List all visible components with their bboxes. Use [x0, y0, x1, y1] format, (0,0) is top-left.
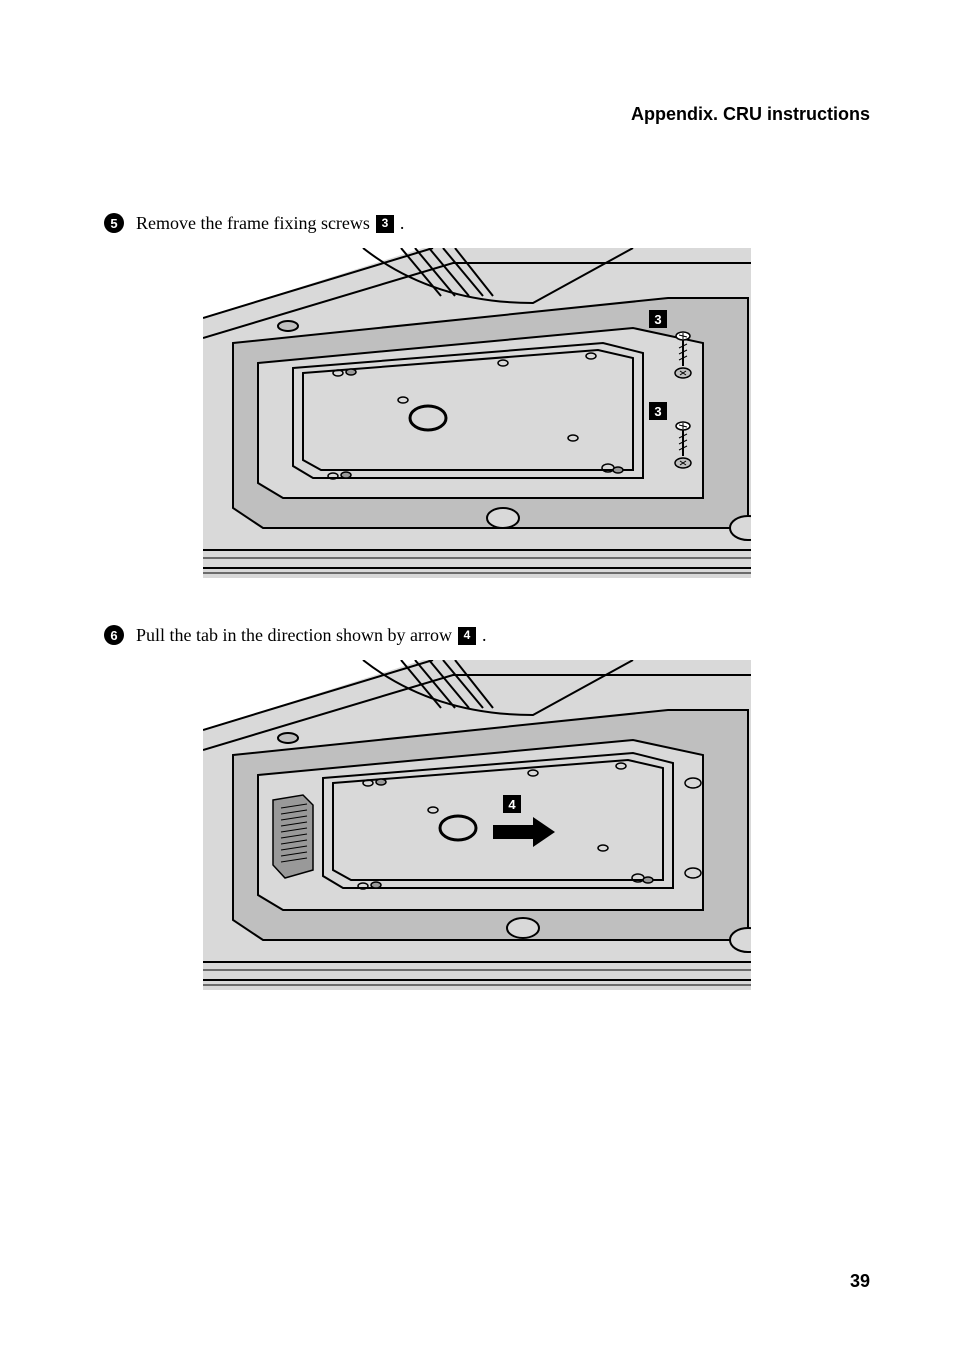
diagram-callout-3b: 3 — [654, 404, 661, 419]
hard-drive-diagram-1-svg: 3 3 — [203, 248, 751, 578]
step-text-after: . — [482, 623, 487, 648]
diagram-hard-drive-screws: 3 3 — [203, 248, 751, 583]
step-text: Pull the tab in the direction shown by a… — [136, 623, 486, 648]
diagram-1-wrap: 3 3 — [84, 248, 870, 583]
step-text-after: . — [400, 211, 405, 236]
step-number-badge: 5 — [104, 213, 124, 233]
step-number-badge: 6 — [104, 625, 124, 645]
diagram-callout-4: 4 — [508, 797, 516, 812]
diagram-2-wrap: 4 — [84, 660, 870, 995]
diagram-hard-drive-slide: 4 — [203, 660, 751, 995]
step-text: Remove the frame fixing screws 3 . — [136, 211, 404, 236]
hard-drive-diagram-2-svg: 4 — [203, 660, 751, 990]
callout-badge-4: 4 — [458, 627, 476, 645]
page-container: Appendix. CRU instructions 5 Remove the … — [0, 0, 954, 1352]
step-text-before: Pull the tab in the direction shown by a… — [136, 623, 452, 648]
header-title: Appendix. CRU instructions — [631, 104, 870, 124]
step-6: 6 Pull the tab in the direction shown by… — [84, 623, 870, 648]
page-number: 39 — [850, 1271, 870, 1292]
drive-connector — [273, 795, 313, 878]
step-text-before: Remove the frame fixing screws — [136, 211, 370, 236]
diagram-callout-3a: 3 — [654, 312, 661, 327]
callout-badge-3: 3 — [376, 215, 394, 233]
step-5: 5 Remove the frame fixing screws 3 . — [84, 211, 870, 236]
page-header: Appendix. CRU instructions — [84, 104, 870, 125]
